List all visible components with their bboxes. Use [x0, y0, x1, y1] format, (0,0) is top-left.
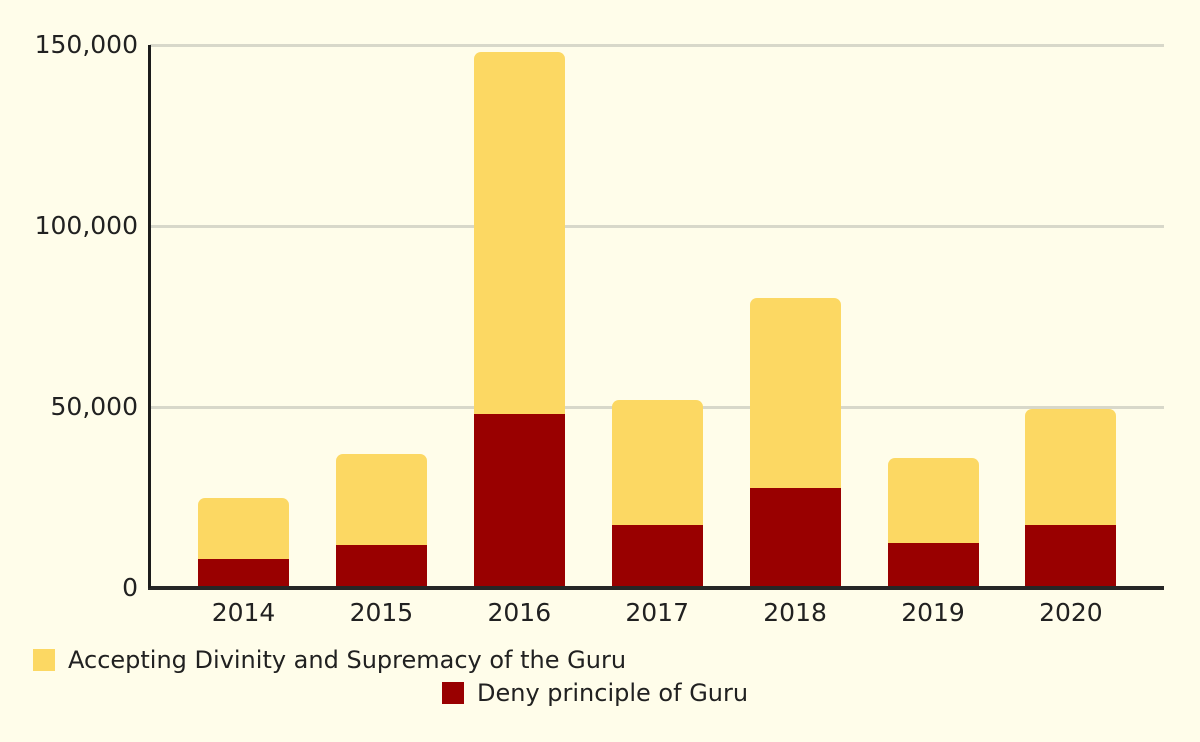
- bar-2016[interactable]: [473, 52, 565, 588]
- bar-2018-accepting-segment[interactable]: [749, 298, 841, 489]
- bar-2019-accepting-segment[interactable]: [887, 457, 979, 543]
- bar-2016-deny-segment[interactable]: [473, 414, 565, 588]
- deny-legend-swatch: [442, 682, 464, 704]
- bar-2017[interactable]: [611, 399, 703, 588]
- bar-2015-deny-segment[interactable]: [335, 544, 427, 588]
- accepting-legend-swatch: [33, 649, 55, 671]
- bar-2014-deny-segment[interactable]: [198, 559, 289, 588]
- accepting-legend-label: Accepting Divinity and Supremacy of the …: [68, 646, 627, 674]
- x-tick-label-2020: 2020: [1039, 598, 1103, 627]
- y-tick-label-50000: 50,000: [50, 392, 138, 421]
- x-tick-label-2018: 2018: [763, 598, 827, 627]
- y-tick-label-100000: 100,000: [34, 211, 138, 240]
- deny-legend-label: Deny principle of Guru: [477, 679, 749, 707]
- bar-2019-deny-segment[interactable]: [887, 542, 979, 588]
- bar-2015-accepting-segment[interactable]: [335, 454, 427, 545]
- y-axis-line: [148, 45, 151, 588]
- gridline-150000: [150, 44, 1164, 47]
- bar-2018[interactable]: [749, 298, 841, 588]
- bar-2020-accepting-segment[interactable]: [1025, 408, 1117, 525]
- y-tick-label-0: 0: [122, 573, 138, 602]
- legend-item-deny[interactable]: Deny principle of Guru: [442, 679, 748, 707]
- x-tick-label-2019: 2019: [901, 598, 965, 627]
- bar-2014[interactable]: [198, 497, 289, 588]
- bar-2014-accepting-segment[interactable]: [198, 497, 289, 560]
- x-tick-label-2017: 2017: [625, 598, 689, 627]
- bar-2017-accepting-segment[interactable]: [611, 399, 703, 525]
- bar-2017-deny-segment[interactable]: [611, 524, 703, 588]
- bar-2018-deny-segment[interactable]: [749, 488, 841, 588]
- x-axis-line: [148, 586, 1164, 590]
- x-tick-label-2015: 2015: [349, 598, 414, 627]
- x-tick-label-2014: 2014: [211, 598, 276, 627]
- x-tick-label-2016: 2016: [487, 598, 552, 627]
- y-tick-label-150000: 150,000: [34, 30, 138, 59]
- gridline-100000: [150, 225, 1164, 228]
- bar-2020-deny-segment[interactable]: [1025, 524, 1117, 588]
- legend-item-accepting[interactable]: Accepting Divinity and Supremacy of the …: [33, 646, 626, 674]
- bar-2019[interactable]: [887, 457, 979, 588]
- bar-2020[interactable]: [1025, 408, 1117, 588]
- bar-2015[interactable]: [335, 454, 427, 588]
- bar-2016-accepting-segment[interactable]: [473, 52, 565, 415]
